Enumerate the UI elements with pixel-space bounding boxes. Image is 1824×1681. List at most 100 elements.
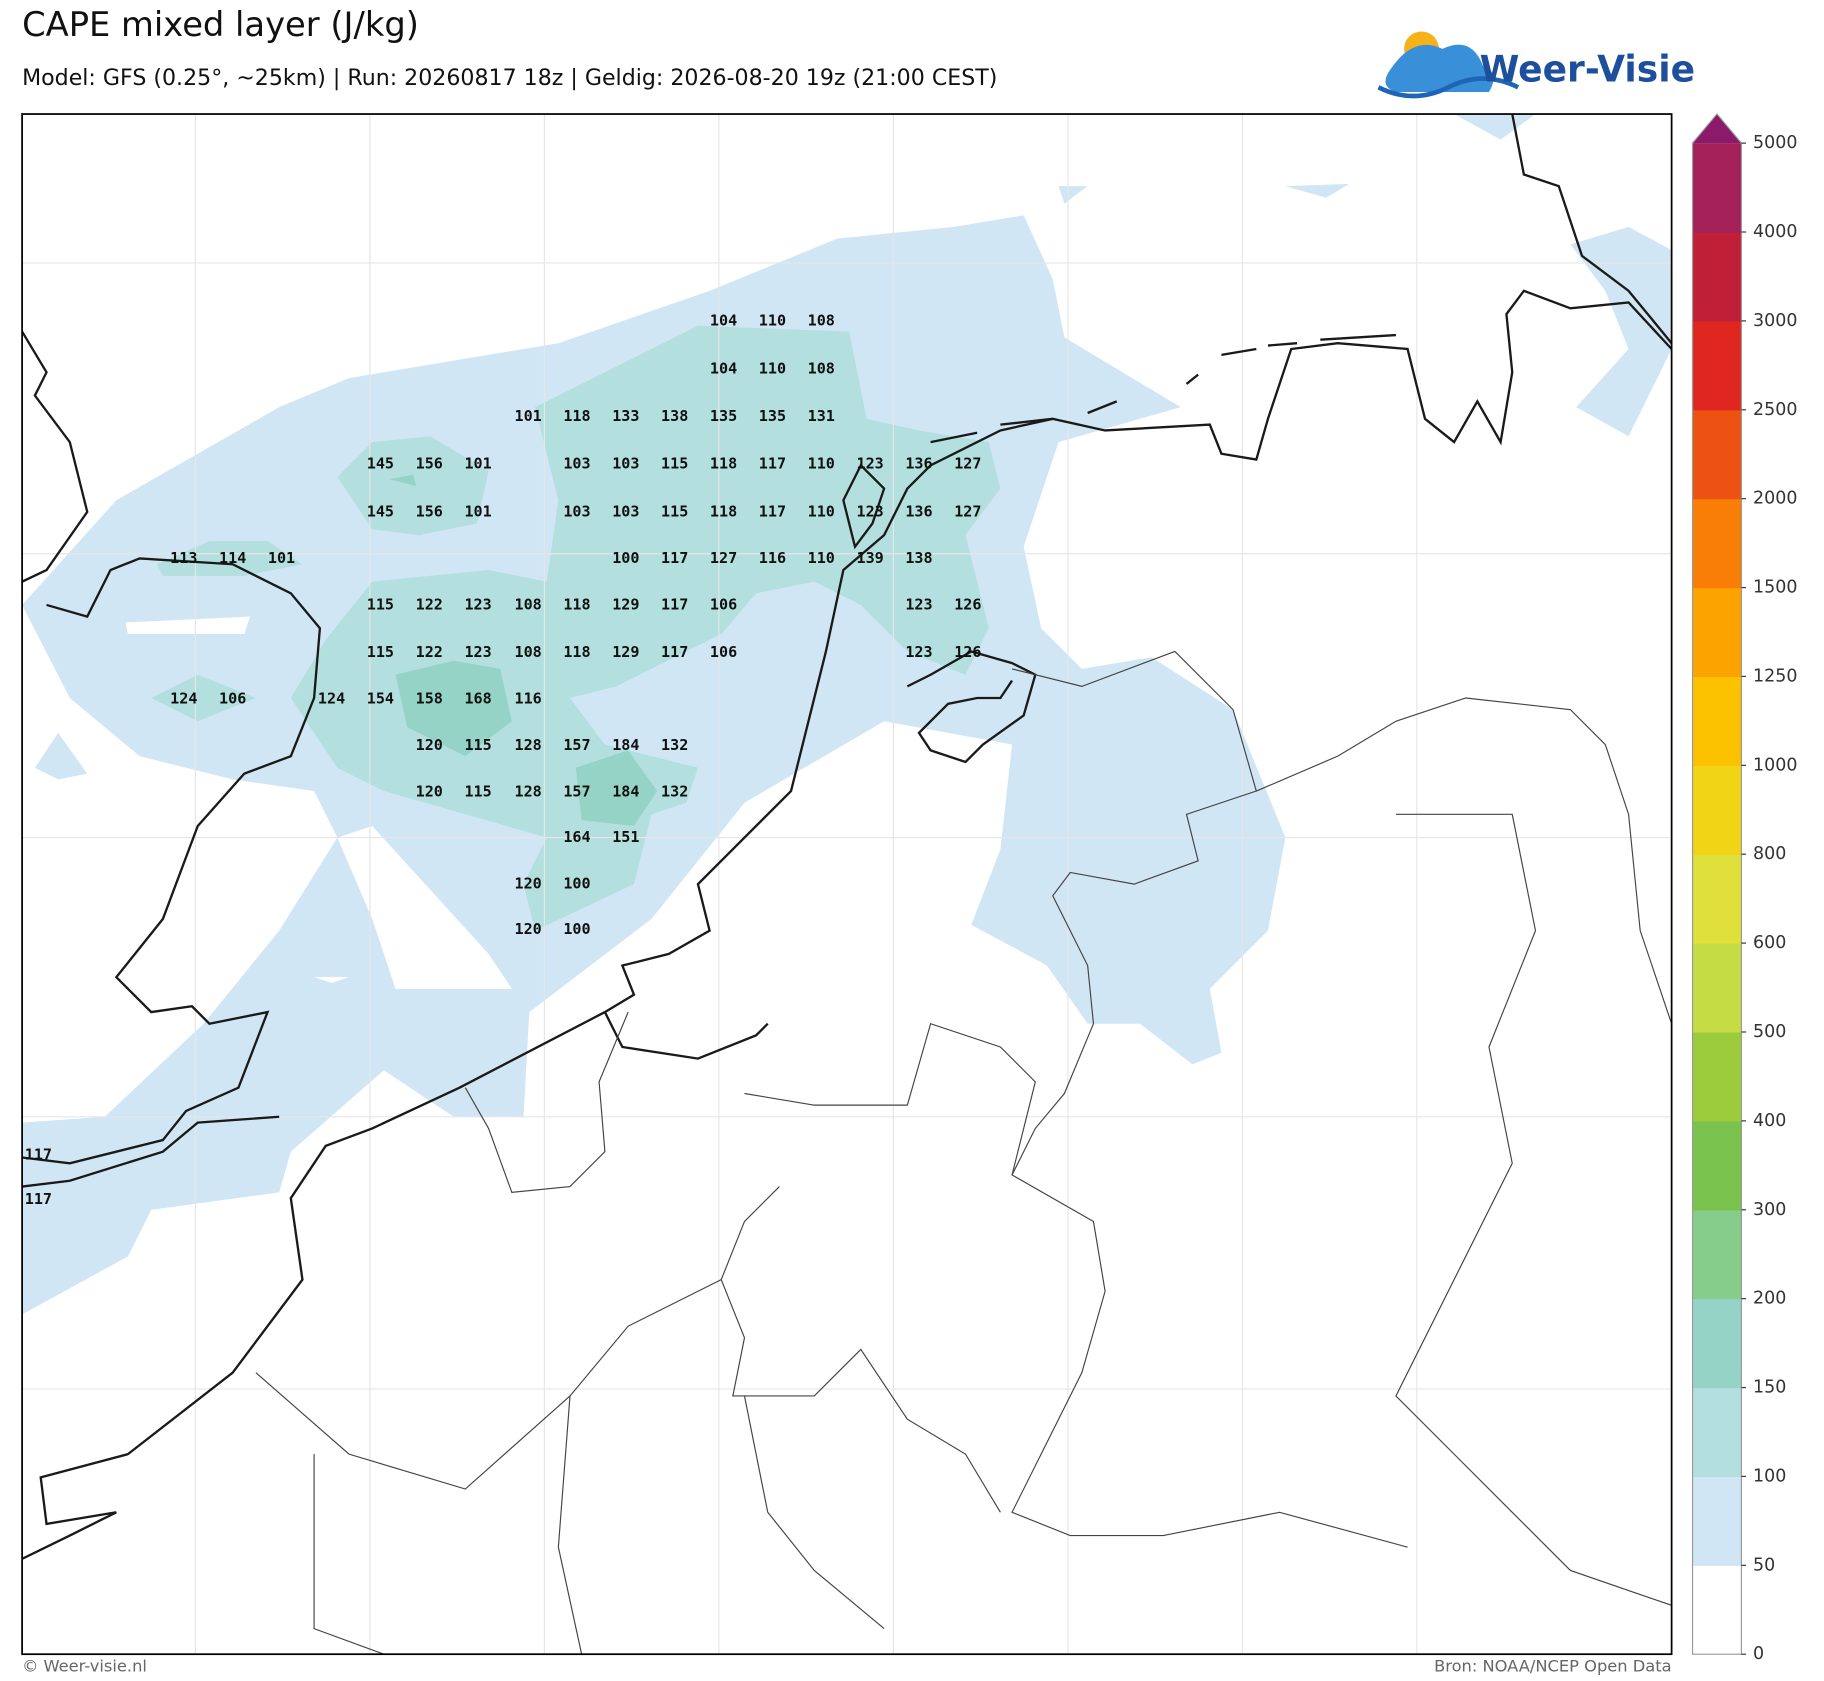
colorbar-segment <box>1692 1298 1742 1389</box>
colorbar-segment <box>1692 854 1742 944</box>
cape-value-label: 115 <box>367 595 394 613</box>
colorbar-segment <box>1692 765 1742 855</box>
cape-value-label: 184 <box>612 783 639 801</box>
cape-value-label: 108 <box>514 643 541 661</box>
cape-value-label: 156 <box>416 455 443 473</box>
cape-value-label: 132 <box>661 736 688 754</box>
cape-value-label: 118 <box>710 455 737 473</box>
cape-value-label: 106 <box>710 595 737 613</box>
cape-value-label: 145 <box>367 502 394 520</box>
cape-value-label: 103 <box>612 502 639 520</box>
cape-value-label: 128 <box>514 783 541 801</box>
colorbar-tick-label: 1000 <box>1753 755 1797 775</box>
cape-value-label: 106 <box>710 643 737 661</box>
cape-value-label: 116 <box>759 549 786 567</box>
colorbar-frame <box>1691 113 1742 1655</box>
colorbar-tick-label: 2000 <box>1753 489 1797 509</box>
cape-value-label: 106 <box>219 690 246 708</box>
colorbar-tick-label: 1250 <box>1753 666 1797 686</box>
cape-value-label: 120 <box>416 736 443 754</box>
cape-value-label: 122 <box>416 595 443 613</box>
colorbar-segment <box>1692 943 1742 1033</box>
cape-value-label: 108 <box>808 312 835 330</box>
cape-value-label: 120 <box>416 783 443 801</box>
colorbar-segment <box>1692 587 1742 678</box>
cape-value-label: 117 <box>25 1146 52 1164</box>
cape-value-label: 120 <box>514 920 541 938</box>
cape-value-label: 126 <box>954 595 981 613</box>
cape-value-label: 110 <box>759 359 786 377</box>
colorbar-segment <box>1692 676 1742 766</box>
cape-value-label: 110 <box>808 502 835 520</box>
cape-value-label: 158 <box>416 690 443 708</box>
cape-value-label: 129 <box>612 643 639 661</box>
cape-value-label: 115 <box>464 783 491 801</box>
cape-value-label: 124 <box>318 690 345 708</box>
cape-value-label: 129 <box>612 595 639 613</box>
cape-value-label: 132 <box>661 783 688 801</box>
cape-value-label: 116 <box>514 690 541 708</box>
cape-value-label: 156 <box>416 502 443 520</box>
cape-value-label: 138 <box>661 407 688 425</box>
cape-value-label: 110 <box>808 549 835 567</box>
cape-value-label: 104 <box>710 312 737 330</box>
logo-text: Weer-Visie <box>1480 48 1695 90</box>
title: CAPE mixed layer (J/kg) <box>22 5 419 44</box>
cape-value-label: 118 <box>563 643 590 661</box>
colorbar-segment <box>1692 1476 1742 1566</box>
colorbar-tick-label: 4000 <box>1753 222 1797 242</box>
cape-value-label: 133 <box>612 407 639 425</box>
colorbar-segment <box>1692 1031 1742 1122</box>
cape-value-label: 123 <box>856 502 883 520</box>
cape-value-label: 138 <box>905 549 932 567</box>
cape-value-label: 135 <box>710 407 737 425</box>
colorbar-tick-label: 200 <box>1753 1289 1786 1309</box>
colorbar-tick-label: 400 <box>1753 1111 1786 1131</box>
colorbar-segment <box>1692 320 1742 411</box>
colorbar-segment <box>1692 498 1742 589</box>
colorbar-segment <box>1692 1120 1742 1211</box>
cape-value-label: 115 <box>464 736 491 754</box>
colorbar-tick-label: 1500 <box>1753 578 1797 598</box>
cape-value-label: 184 <box>612 736 639 754</box>
cape-value-label: 104 <box>710 359 737 377</box>
colorbar-tick-label: 150 <box>1753 1378 1786 1398</box>
cape-value-label: 100 <box>612 549 639 567</box>
cape-value-label: 101 <box>464 502 491 520</box>
cape-value-label: 136 <box>905 455 932 473</box>
colorbar-segment <box>1692 143 1742 233</box>
cape-value-label: 123 <box>905 595 932 613</box>
cape-value-label: 157 <box>563 783 590 801</box>
cape-value-label: 115 <box>661 502 688 520</box>
cape-value-label: 117 <box>661 595 688 613</box>
cape-value-label: 117 <box>25 1190 52 1208</box>
cape-value-label: 123 <box>856 455 883 473</box>
cape-value-label: 115 <box>367 643 394 661</box>
cape-value-label: 103 <box>612 455 639 473</box>
colorbar-segment <box>1692 1565 1742 1655</box>
cape-value-label: 108 <box>808 359 835 377</box>
cape-fill <box>22 114 1672 1315</box>
cape-value-label: 157 <box>563 736 590 754</box>
colorbar-tick-label: 0 <box>1753 1644 1764 1664</box>
cape-value-label: 103 <box>563 502 590 520</box>
cape-value-label: 164 <box>563 828 590 846</box>
cape-value-label: 123 <box>464 643 491 661</box>
coastlines <box>22 114 1672 1560</box>
cape-value-label: 145 <box>367 455 394 473</box>
map-frame <box>21 113 1673 1656</box>
cape-value-label: 122 <box>416 643 443 661</box>
cape-value-label: 110 <box>808 455 835 473</box>
cape-value-label: 117 <box>759 455 786 473</box>
cape-value-label: 101 <box>464 455 491 473</box>
subtitle: Model: GFS (0.25°, ~25km) | Run: 2026081… <box>22 65 997 91</box>
cape-value-label: 110 <box>759 312 786 330</box>
cape-value-label: 123 <box>464 595 491 613</box>
cape-value-label: 127 <box>954 502 981 520</box>
cape-value-label: 108 <box>514 595 541 613</box>
colorbar-tick-label: 300 <box>1753 1200 1786 1220</box>
colorbar-tick-label: 800 <box>1753 844 1786 864</box>
cape-value-label: 117 <box>661 549 688 567</box>
value-labels: 104 110 108 104 110 108 101 118 133 138 135 135 131 1… <box>25 312 982 1208</box>
